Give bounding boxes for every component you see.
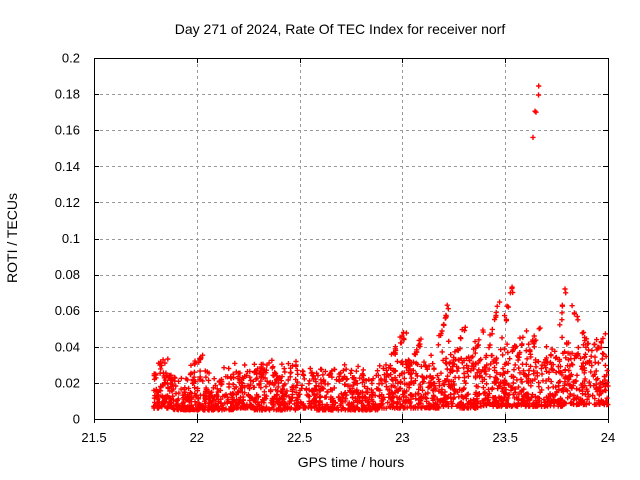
y-tick-label: 0.12 [55,195,80,210]
scatter-points-plus-markers [151,83,611,413]
x-axis-tick-labels: 21.5 22 22.5 23 23.5 24 [81,430,615,445]
chart-title: Day 271 of 2024, Rate Of TEC Index for r… [175,21,506,37]
x-tick-label: 21.5 [81,430,106,445]
x-tick-label: 22.5 [287,430,312,445]
y-tick-label: 0.2 [62,51,80,66]
x-tick-label: 24 [601,430,615,445]
y-tick-label: 0.08 [55,267,80,282]
plot-border [94,58,609,420]
y-axis-tick-labels: 0 0.02 0.04 0.06 0.08 0.1 0.12 0.14 0.16 0.18 0.2 [55,51,80,427]
x-tick-label: 23.5 [493,430,518,445]
x-axis-label: GPS time / hours [298,454,405,470]
data-points [151,83,611,413]
x-tick-label: 22 [190,430,204,445]
grid-lines [94,58,609,420]
y-tick-label: 0.16 [55,123,80,138]
y-tick-label: 0.1 [62,231,80,246]
y-tick-label: 0.04 [55,339,80,354]
y-tick-label: 0.18 [55,87,80,102]
y-tick-label: 0.06 [55,303,80,318]
y-axis-label: ROTI / TECUs [4,193,20,283]
y-tick-label: 0.02 [55,375,80,390]
y-tick-label: 0.14 [55,159,80,174]
y-tick-label: 0 [73,412,80,427]
x-tick-label: 23 [395,430,409,445]
